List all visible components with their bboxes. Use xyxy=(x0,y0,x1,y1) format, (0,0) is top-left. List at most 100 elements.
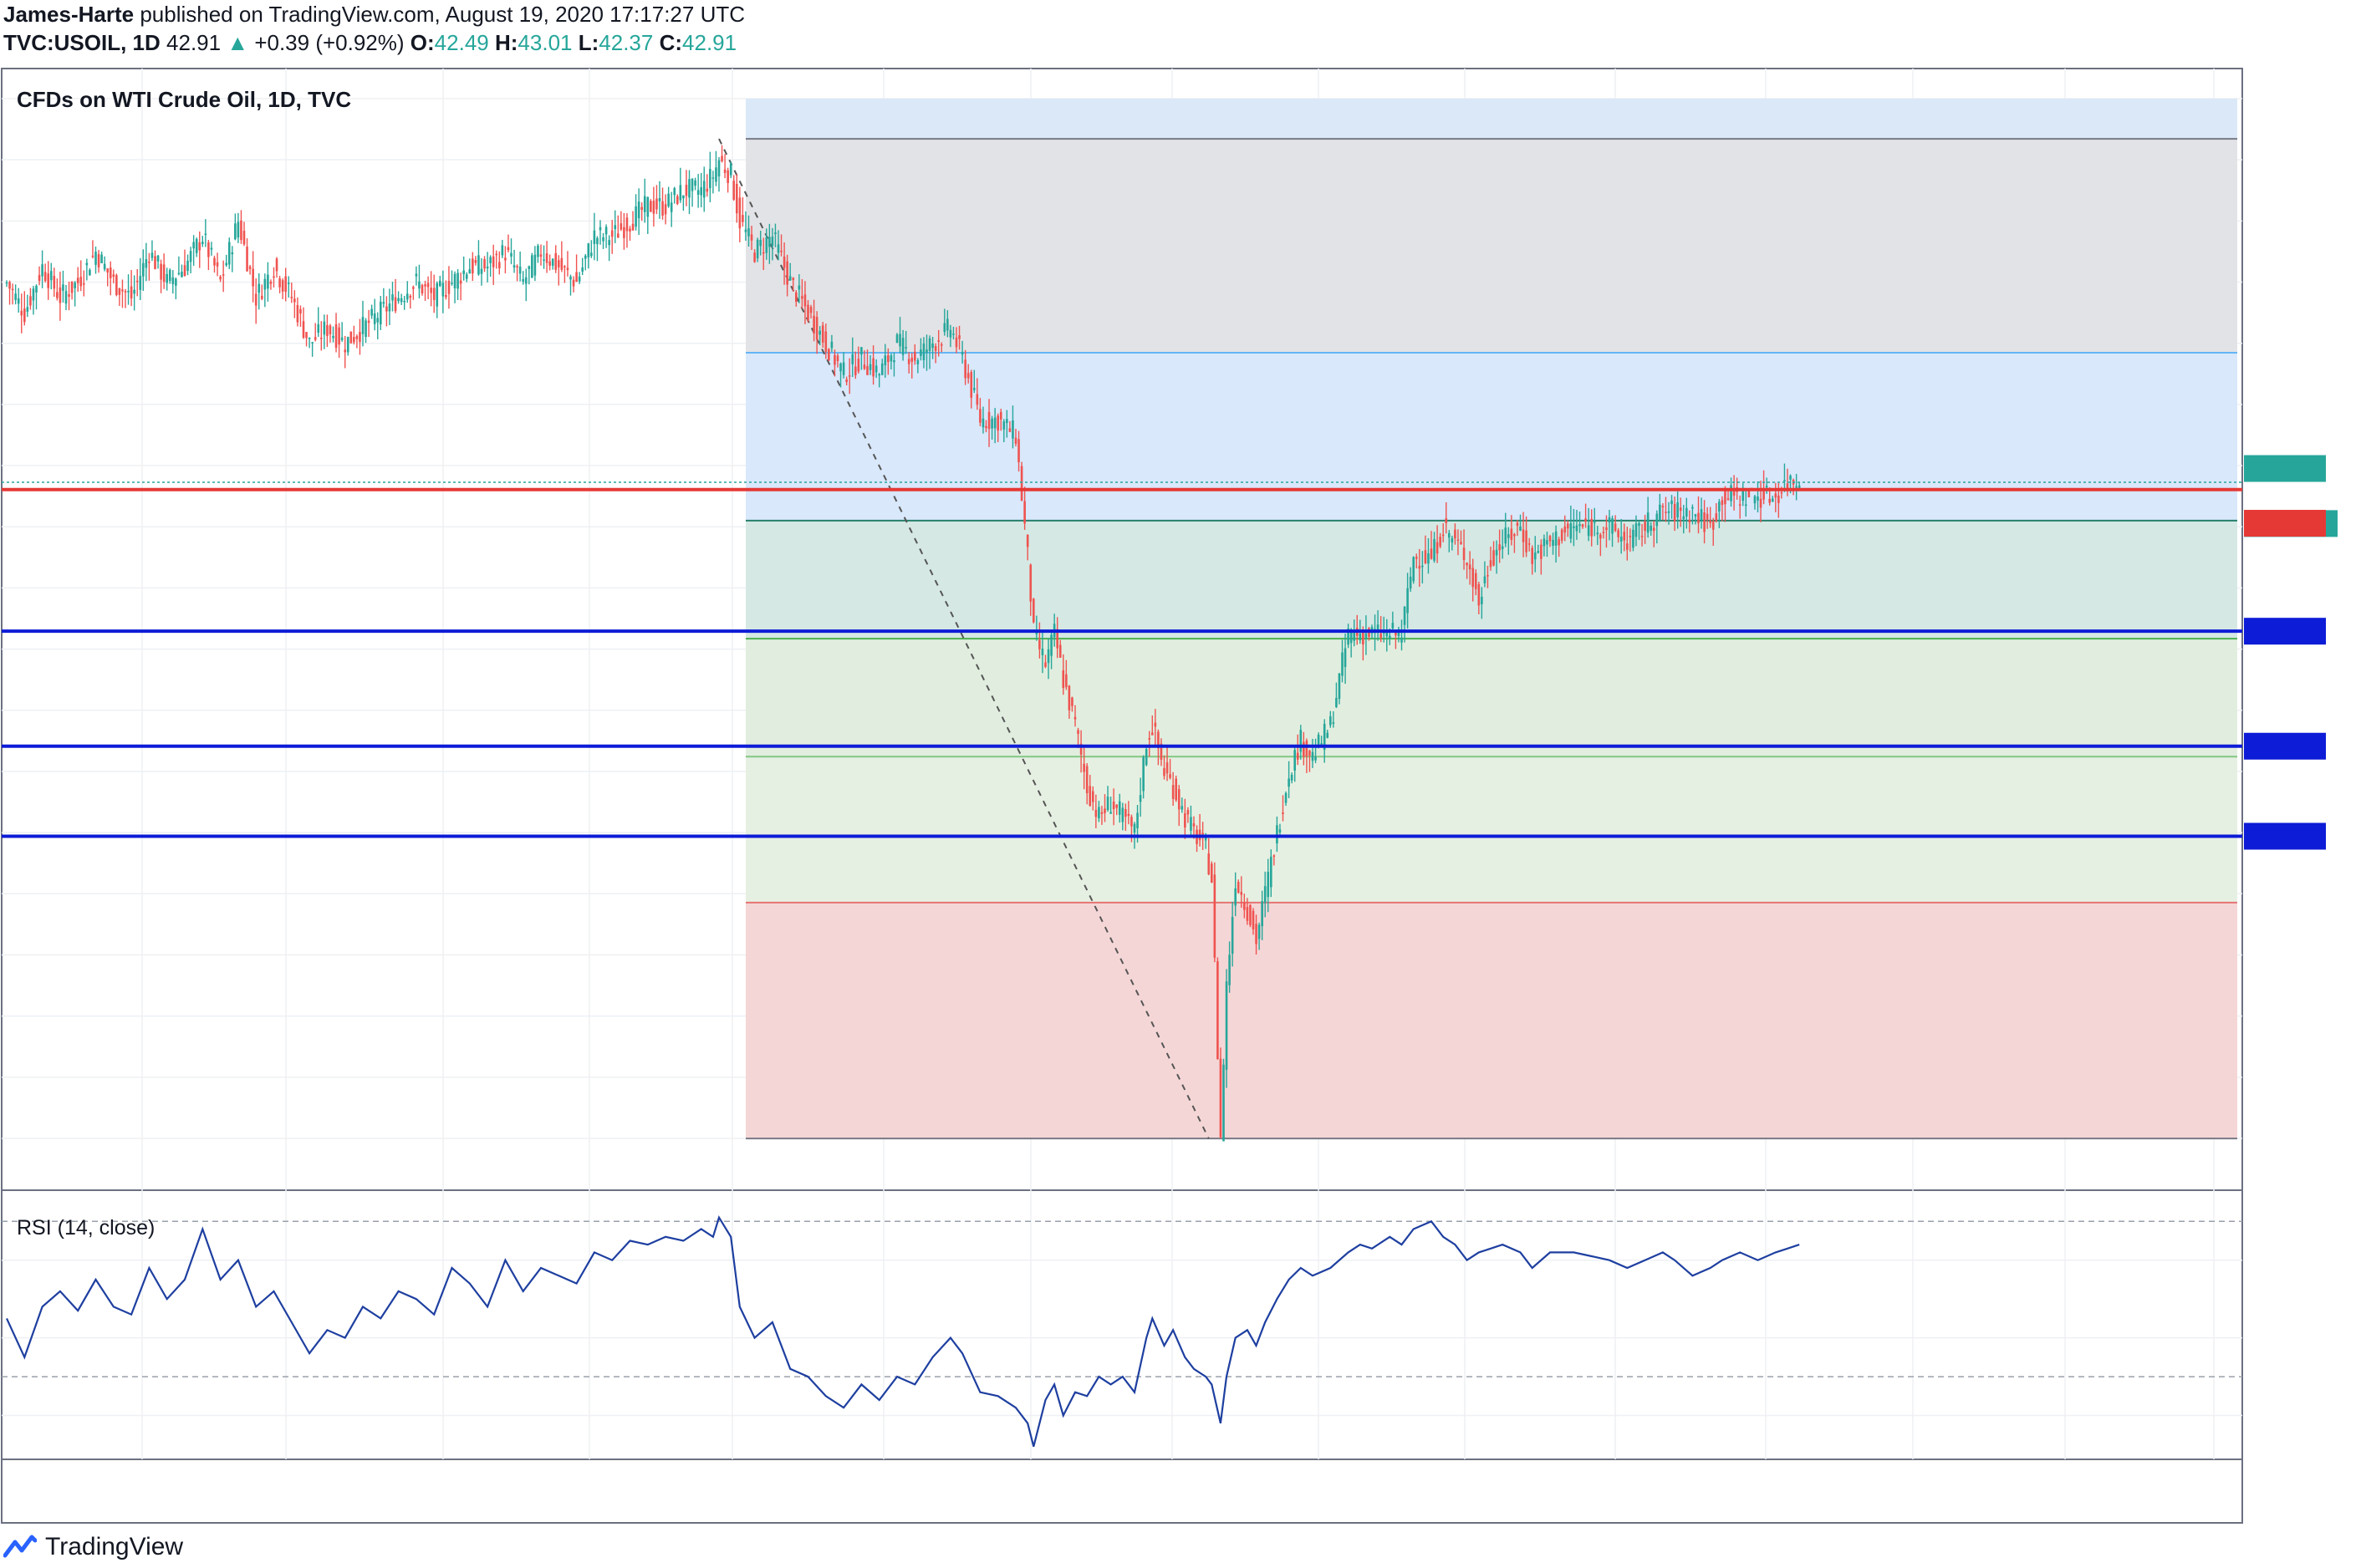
candle-body xyxy=(1058,644,1062,658)
footer: TradingView xyxy=(3,1533,183,1561)
candle-body xyxy=(1237,882,1240,893)
candle-body xyxy=(207,242,210,257)
candle-body xyxy=(486,266,489,269)
candle-body xyxy=(1433,539,1435,561)
candle-body xyxy=(1317,735,1320,745)
candle-body xyxy=(966,373,970,379)
rsi-pane[interactable] xyxy=(2,1214,2242,1447)
candle-body xyxy=(1468,564,1471,570)
candle-body xyxy=(893,360,895,363)
candle-body xyxy=(857,359,860,372)
candle-body xyxy=(551,258,554,266)
candle-body xyxy=(1160,743,1163,761)
brand-name: TradingView xyxy=(45,1533,184,1560)
candle-body xyxy=(604,227,608,235)
candle-body xyxy=(409,296,412,298)
candle-body xyxy=(863,364,866,369)
candle-body xyxy=(1665,512,1667,513)
candle-body xyxy=(204,233,207,235)
chart-title: CFDs on WTI Crude Oil, 1D, TVC xyxy=(17,87,351,112)
candle-body xyxy=(625,217,629,232)
candle-body xyxy=(993,417,997,429)
candle-body xyxy=(35,285,38,293)
candle-body xyxy=(112,274,115,277)
candle-body xyxy=(1041,649,1044,655)
candle-body xyxy=(759,240,762,247)
candle-body xyxy=(1104,808,1106,813)
candle-body xyxy=(1006,419,1008,424)
candle-body xyxy=(89,269,91,276)
candle-body xyxy=(380,301,382,325)
candle-body xyxy=(1303,741,1305,757)
horizontal-lines[interactable] xyxy=(2,455,2338,850)
candle-body xyxy=(267,274,269,289)
candle-body xyxy=(750,234,753,241)
candle-body xyxy=(696,190,700,195)
candle-body xyxy=(59,287,62,303)
candle-body xyxy=(181,272,183,277)
candle-body xyxy=(483,259,486,269)
candle-body xyxy=(1777,495,1780,503)
up-arrow-icon: ▲ xyxy=(227,30,249,55)
candle-body xyxy=(326,324,329,337)
fib-zone xyxy=(746,139,2237,354)
candle-body xyxy=(539,254,543,257)
candle-body xyxy=(210,247,213,250)
candle-body xyxy=(691,178,694,191)
candle-body xyxy=(1519,526,1522,531)
candle-body xyxy=(346,337,349,353)
candle-body xyxy=(1326,732,1329,738)
candle-body xyxy=(1652,527,1655,532)
candle-body xyxy=(1323,723,1326,751)
candle-body xyxy=(97,254,100,267)
candle-body xyxy=(1569,523,1573,539)
candle-body xyxy=(1632,529,1634,548)
candle-body xyxy=(189,251,192,262)
candle-body xyxy=(1527,543,1531,545)
candle-body xyxy=(907,359,910,364)
candle-body xyxy=(23,308,26,323)
candle-body xyxy=(447,281,451,294)
candle-body xyxy=(1537,551,1540,553)
candle-body xyxy=(569,276,572,280)
candle-body xyxy=(1270,856,1272,888)
candle-body xyxy=(1329,716,1332,725)
candle-body xyxy=(914,351,916,361)
candle-body xyxy=(1136,812,1139,829)
candle-body xyxy=(1148,738,1151,740)
candle-body xyxy=(1495,549,1498,556)
candle-body xyxy=(296,305,299,323)
candle-body xyxy=(171,277,175,284)
candle-body xyxy=(213,257,216,266)
candle-body xyxy=(355,336,359,339)
author-name[interactable]: James-Harte xyxy=(3,2,135,27)
fib-retracement[interactable] xyxy=(746,99,2237,1140)
candle-body xyxy=(225,262,227,266)
candle-body xyxy=(5,282,8,284)
candle-body xyxy=(884,355,887,366)
candle-body xyxy=(115,275,118,295)
candle-body xyxy=(1644,522,1646,532)
candle-body xyxy=(1201,832,1204,835)
candle-body xyxy=(240,220,242,241)
candle-body xyxy=(1670,500,1673,505)
candle-body xyxy=(299,308,302,314)
candle-body xyxy=(631,223,635,231)
candle-body xyxy=(254,293,258,306)
candle-body xyxy=(14,293,17,301)
candle-body xyxy=(1741,487,1745,501)
candle-body xyxy=(1584,518,1587,522)
last-price: 42.91 xyxy=(166,30,222,55)
candle-body xyxy=(1721,500,1724,506)
candle-body xyxy=(367,320,370,323)
fib-trend-line[interactable] xyxy=(718,138,1210,1139)
candle-body xyxy=(807,304,809,321)
candle-body xyxy=(400,298,403,303)
candle-body xyxy=(813,315,815,334)
candle-body xyxy=(1332,722,1335,724)
candle-body xyxy=(1175,778,1177,801)
candle-body xyxy=(64,291,68,304)
candle-body xyxy=(332,336,334,339)
candle-body xyxy=(635,206,637,227)
